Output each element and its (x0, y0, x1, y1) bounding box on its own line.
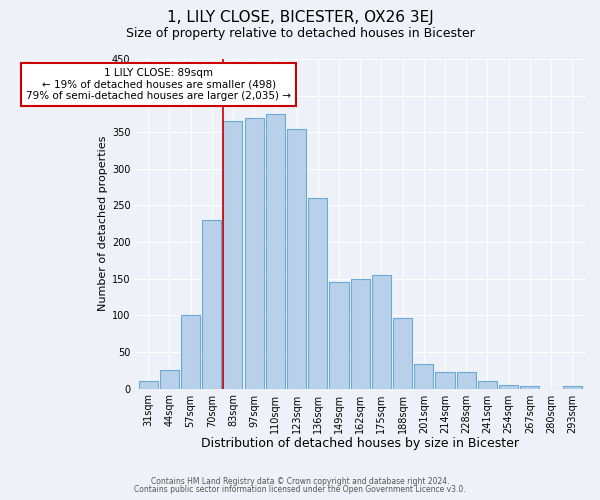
Bar (287, 128, 306, 388)
Bar (350, 278, 370, 388)
Bar (520, 386, 539, 388)
Bar (160, 370, 179, 388)
Bar (457, 372, 476, 388)
Bar (372, 275, 391, 388)
Text: 1 LILY CLOSE: 89sqm
← 19% of detached houses are smaller (498)
79% of semi-detac: 1 LILY CLOSE: 89sqm ← 19% of detached ho… (26, 68, 291, 101)
Bar (499, 385, 518, 388)
Bar (308, 198, 328, 388)
Bar (202, 220, 221, 388)
Text: 1, LILY CLOSE, BICESTER, OX26 3EJ: 1, LILY CLOSE, BICESTER, OX26 3EJ (167, 10, 433, 25)
Bar (329, 282, 349, 389)
Y-axis label: Number of detached properties: Number of detached properties (98, 136, 108, 312)
Text: Contains HM Land Registry data © Crown copyright and database right 2024.: Contains HM Land Registry data © Crown c… (151, 477, 449, 486)
X-axis label: Distribution of detached houses by size in Bicester: Distribution of detached houses by size … (201, 437, 519, 450)
Text: Size of property relative to detached houses in Bicester: Size of property relative to detached ho… (125, 28, 475, 40)
Bar (414, 364, 433, 388)
Bar (245, 118, 263, 388)
Bar (139, 382, 158, 388)
Bar (266, 114, 285, 388)
Bar (478, 382, 497, 388)
Bar (563, 386, 582, 388)
Bar (436, 372, 455, 388)
Text: Contains public sector information licensed under the Open Government Licence v3: Contains public sector information licen… (134, 485, 466, 494)
Bar (181, 316, 200, 388)
Bar (393, 318, 412, 388)
Bar (223, 122, 242, 388)
